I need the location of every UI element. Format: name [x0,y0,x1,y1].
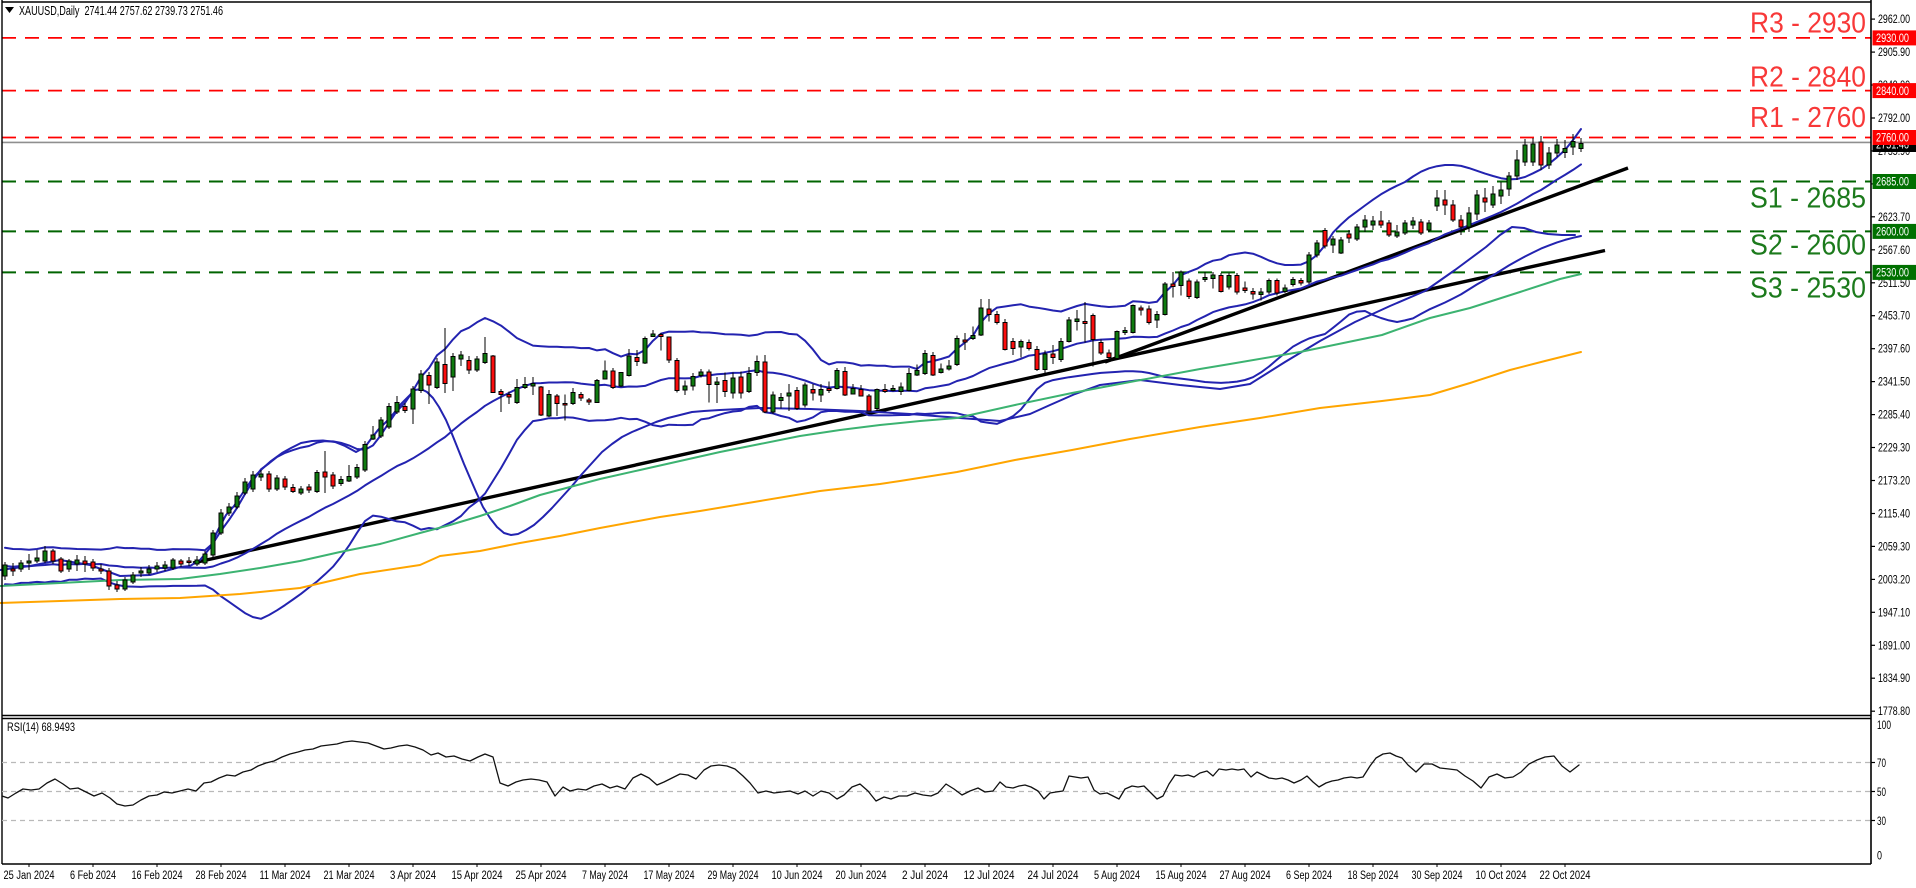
svg-text:70: 70 [1877,758,1886,770]
svg-text:18 Sep 2024: 18 Sep 2024 [1348,870,1399,882]
svg-text:21 Mar 2024: 21 Mar 2024 [324,870,375,882]
svg-text:2685.00: 2685.00 [1876,177,1909,189]
svg-text:24 Jul 2024: 24 Jul 2024 [1028,870,1080,882]
svg-text:10 Oct 2024: 10 Oct 2024 [1476,870,1527,882]
svg-text:30: 30 [1877,816,1886,828]
svg-text:2623.70: 2623.70 [1878,212,1910,224]
svg-text:2397.60: 2397.60 [1878,344,1910,356]
svg-text:2003.20: 2003.20 [1878,574,1910,586]
svg-text:25 Apr 2024: 25 Apr 2024 [516,870,567,882]
svg-text:2229.30: 2229.30 [1878,443,1910,455]
svg-text:20 Jun 2024: 20 Jun 2024 [836,870,887,882]
svg-text:0: 0 [1877,851,1882,863]
svg-text:17 May 2024: 17 May 2024 [644,870,695,882]
svg-text:27 Aug 2024: 27 Aug 2024 [1220,870,1271,882]
svg-text:2341.50: 2341.50 [1878,377,1910,389]
svg-text:XAUUSD,Daily 2741.44 2757.62: XAUUSD,Daily 2741.44 2757.62 2739.73 275… [19,4,223,18]
svg-text:29 May 2024: 29 May 2024 [708,870,759,882]
svg-text:28 Feb 2024: 28 Feb 2024 [196,870,247,882]
svg-text:2760.00: 2760.00 [1876,133,1909,145]
svg-text:2059.30: 2059.30 [1878,541,1910,553]
svg-text:1778.80: 1778.80 [1878,706,1910,718]
svg-text:R2 - 2840: R2 - 2840 [1750,62,1866,94]
svg-text:15 Aug 2024: 15 Aug 2024 [1156,870,1207,882]
svg-text:16 Feb 2024: 16 Feb 2024 [132,870,183,882]
svg-text:10 Jun 2024: 10 Jun 2024 [772,870,823,882]
svg-text:1891.00: 1891.00 [1878,640,1910,652]
svg-text:1834.90: 1834.90 [1878,673,1910,685]
svg-text:2453.70: 2453.70 [1878,311,1910,323]
svg-text:S1 - 2685: S1 - 2685 [1750,183,1866,215]
svg-text:12 Jul 2024: 12 Jul 2024 [964,870,1016,882]
svg-text:2511.50: 2511.50 [1878,278,1910,290]
svg-text:1947.10: 1947.10 [1878,607,1910,619]
svg-text:100: 100 [1877,720,1891,732]
svg-text:2962.00: 2962.00 [1878,14,1910,26]
svg-text:6 Feb 2024: 6 Feb 2024 [70,870,116,882]
svg-text:3 Apr 2024: 3 Apr 2024 [390,870,436,882]
svg-text:2173.20: 2173.20 [1878,475,1910,487]
svg-text:7 May 2024: 7 May 2024 [582,870,628,882]
svg-text:2792.00: 2792.00 [1878,113,1910,125]
svg-text:6 Sep 2024: 6 Sep 2024 [1286,870,1332,882]
svg-text:2115.40: 2115.40 [1878,508,1910,520]
svg-text:15 Apr 2024: 15 Apr 2024 [452,870,503,882]
svg-text:R3 - 2930: R3 - 2930 [1750,8,1866,40]
svg-text:S2 - 2600: S2 - 2600 [1750,230,1866,262]
svg-text:RSI(14) 68.9493: RSI(14) 68.9493 [7,722,75,734]
svg-text:2905.90: 2905.90 [1878,47,1910,59]
svg-text:5 Aug 2024: 5 Aug 2024 [1094,870,1140,882]
svg-text:R1 - 2760: R1 - 2760 [1750,102,1866,134]
svg-text:2530.00: 2530.00 [1876,268,1909,280]
svg-text:S3 - 2530: S3 - 2530 [1750,273,1866,305]
svg-text:2 Jul 2024: 2 Jul 2024 [902,870,949,882]
svg-text:2567.60: 2567.60 [1878,245,1910,257]
svg-text:2285.40: 2285.40 [1878,410,1910,422]
svg-text:25 Jan 2024: 25 Jan 2024 [4,870,55,882]
svg-text:50: 50 [1877,787,1886,799]
svg-text:30 Sep 2024: 30 Sep 2024 [1412,870,1463,882]
svg-text:2930.00: 2930.00 [1876,33,1909,45]
svg-text:22 Oct 2024: 22 Oct 2024 [1540,870,1591,882]
svg-text:2840.00: 2840.00 [1876,86,1909,98]
svg-text:2600.00: 2600.00 [1876,227,1909,239]
svg-text:11 Mar 2024: 11 Mar 2024 [260,870,311,882]
